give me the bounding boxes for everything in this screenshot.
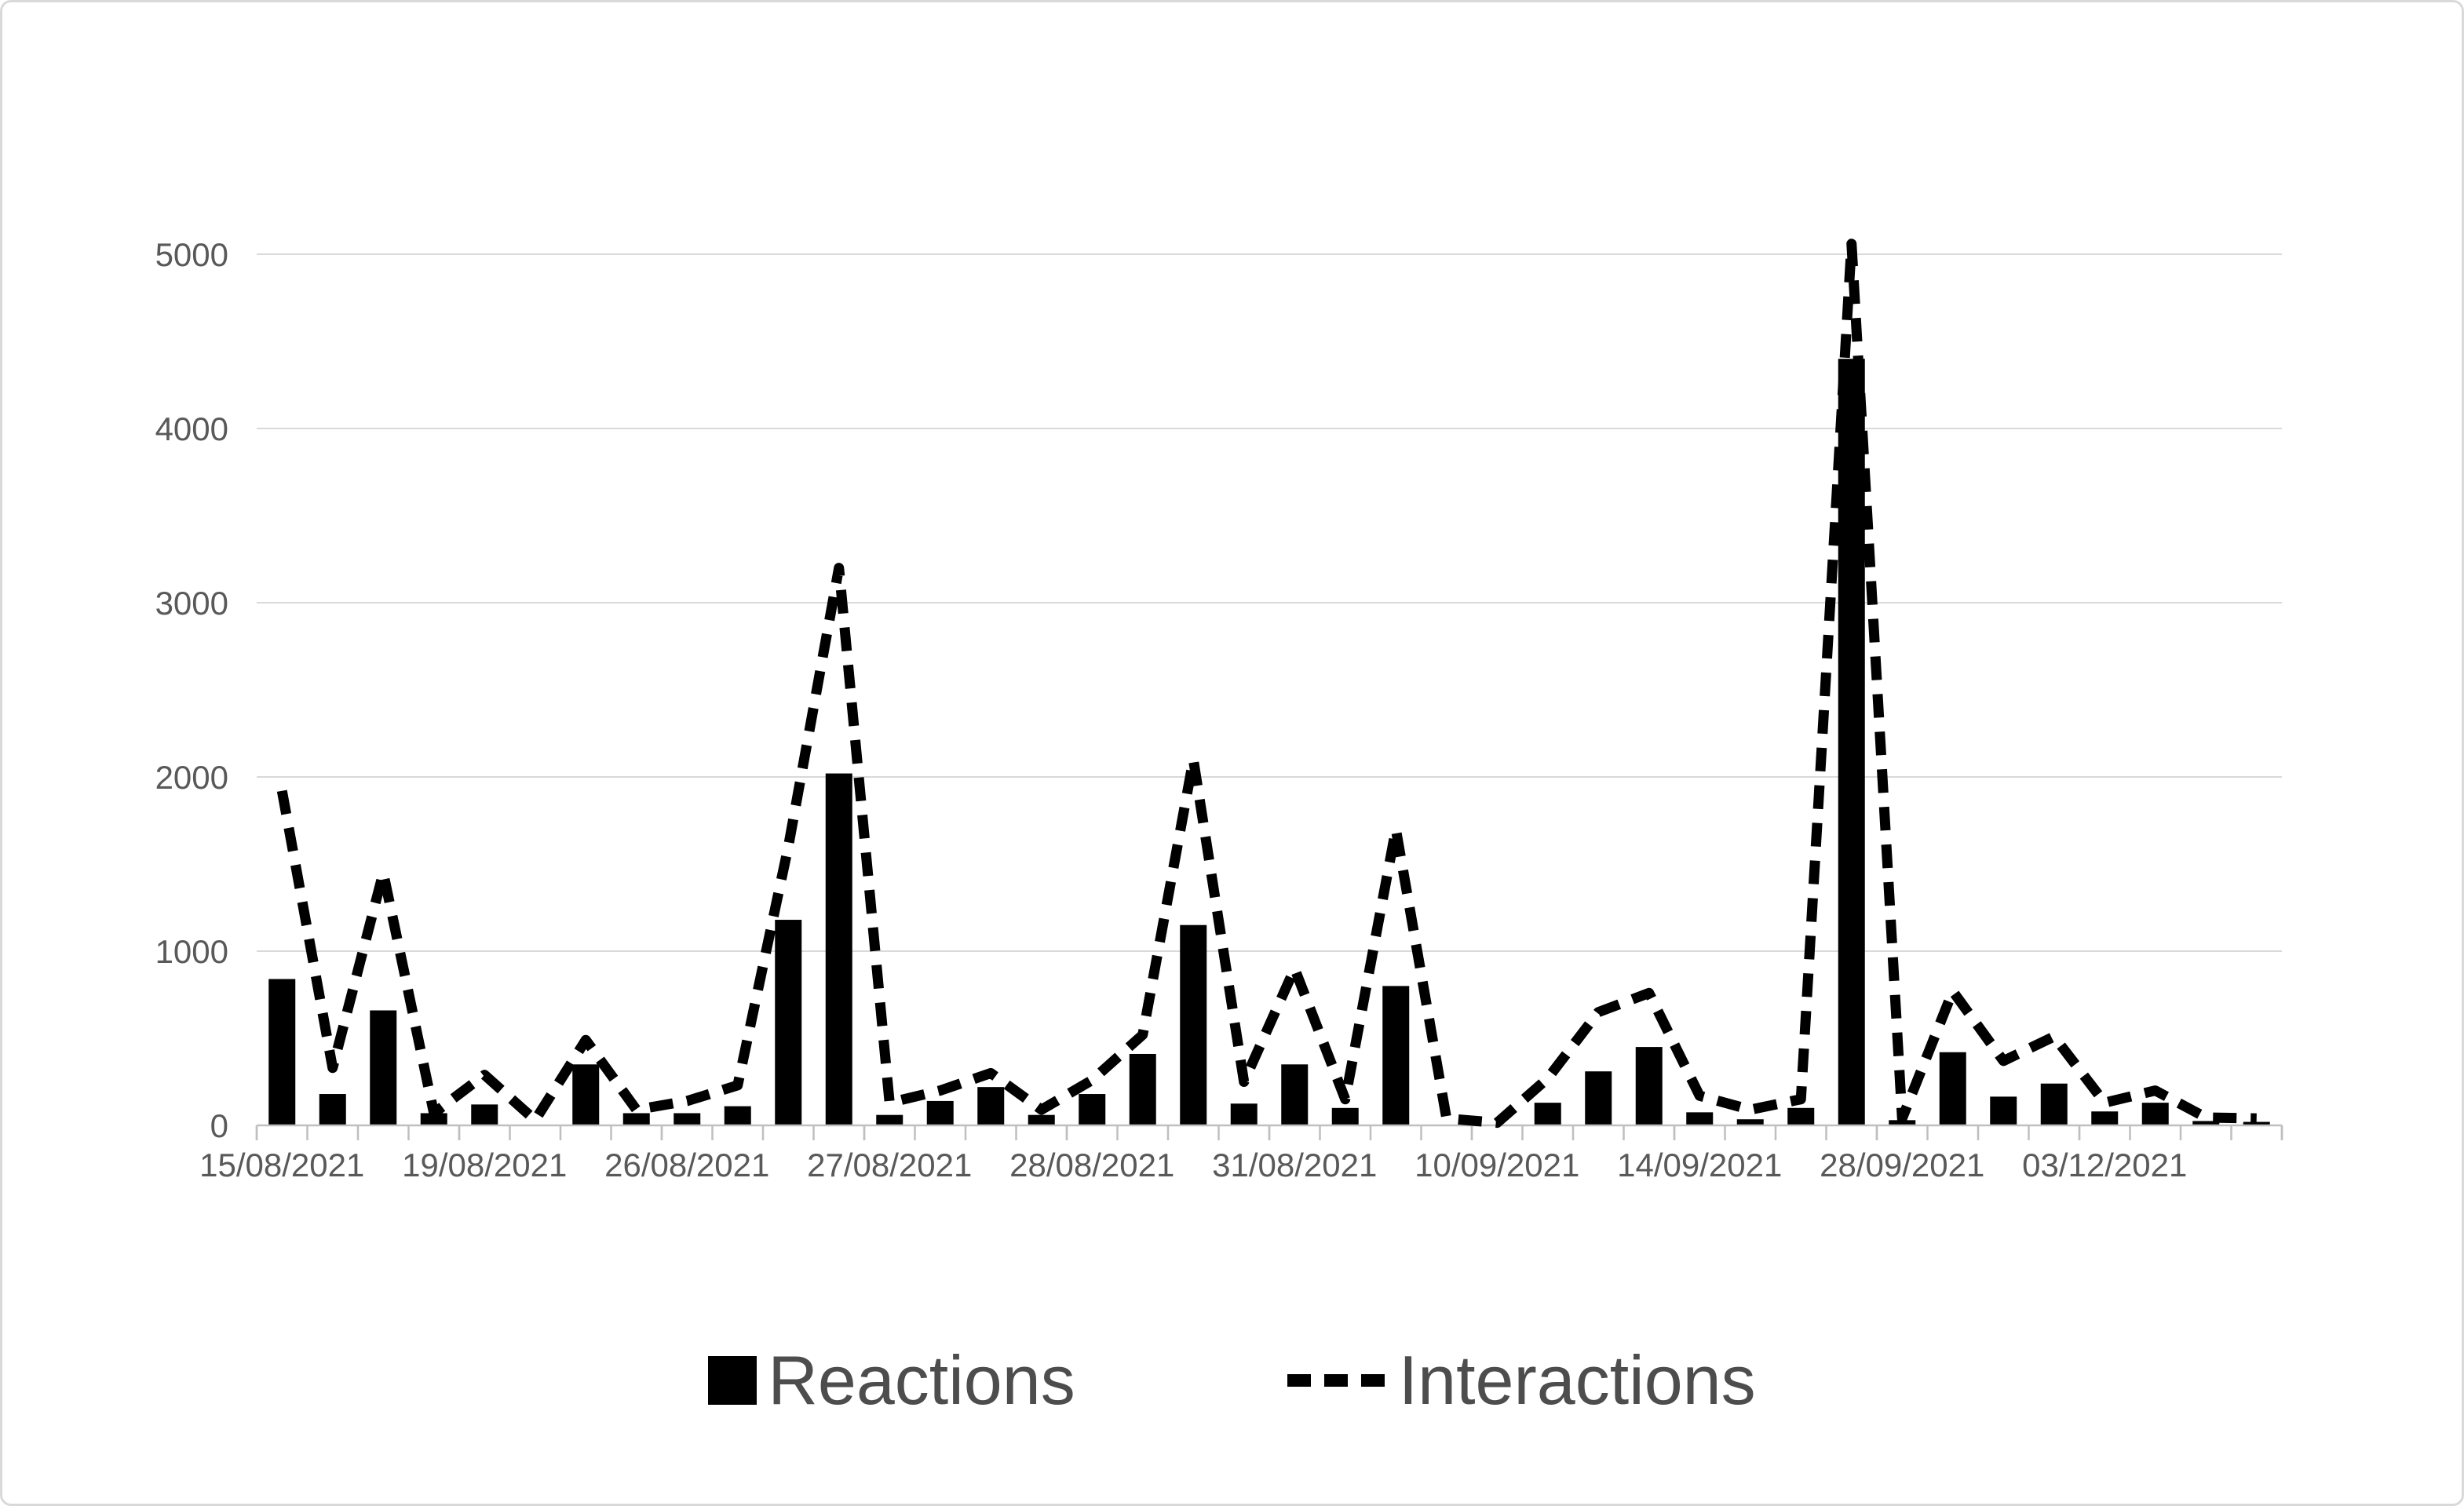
bar [1686, 1112, 1714, 1125]
bar [2040, 1083, 2068, 1125]
x-tick-label: 03/12/2021 [2022, 1147, 2187, 1183]
x-axis-labels: 15/08/2021 19/08/2021 26/08/2021 27/08/2021… [199, 1147, 2187, 1183]
bar [370, 1010, 397, 1125]
bar [2243, 1121, 2270, 1125]
bar [1331, 1107, 1359, 1125]
bar [1382, 986, 1410, 1125]
bar [1230, 1103, 1258, 1125]
y-tick-label: 4000 [155, 410, 228, 447]
bar [977, 1087, 1005, 1125]
bar [1585, 1071, 1612, 1125]
x-tick-label: 28/09/2021 [1820, 1147, 1984, 1183]
y-tick-label: 3000 [155, 585, 228, 622]
x-tick-label: 15/08/2021 [199, 1147, 364, 1183]
bar [1939, 1052, 1966, 1125]
y-tick-label: 0 [210, 1107, 228, 1144]
bar [775, 920, 802, 1125]
bar [420, 1113, 447, 1125]
bar [1180, 924, 1207, 1125]
bar [471, 1104, 498, 1125]
bar [1028, 1114, 1055, 1125]
bar [926, 1100, 954, 1125]
bar [2192, 1121, 2220, 1125]
bar [268, 979, 296, 1125]
x-tick-label: 26/08/2021 [604, 1147, 769, 1183]
bar [1736, 1119, 1764, 1125]
bar [876, 1114, 903, 1125]
x-tick-label: 27/08/2021 [807, 1147, 972, 1183]
x-tick-label: 10/09/2021 [1415, 1147, 1579, 1183]
interactions-line-path [276, 239, 2257, 1129]
bar [1534, 1103, 1561, 1125]
legend-item-reactions: Reactions [708, 1346, 1075, 1415]
x-tick-label: 19/08/2021 [402, 1147, 567, 1183]
bar [1990, 1096, 2017, 1125]
y-tick-label: 5000 [155, 236, 228, 273]
reactions-swatch-icon [708, 1356, 757, 1405]
bar [1079, 1094, 1106, 1125]
reactions-bars [268, 359, 2270, 1125]
bar [724, 1106, 751, 1125]
legend-label-reactions: Reactions [768, 1341, 1075, 1419]
x-tick-label: 14/09/2021 [1617, 1147, 1782, 1183]
x-tick-label: 28/08/2021 [1009, 1147, 1174, 1183]
legend-item-interactions: Interactions [1287, 1346, 1756, 1415]
gridlines [257, 253, 2282, 952]
y-tick-label: 2000 [155, 759, 228, 796]
chart-legend: Reactions Interactions [2, 1346, 2462, 1415]
interactions-swatch-icon [1287, 1374, 1388, 1387]
bar [572, 1064, 600, 1125]
bar [622, 1113, 650, 1125]
y-axis-labels: 0 1000 2000 3000 4000 5000 [155, 236, 228, 1144]
y-tick-label: 1000 [155, 933, 228, 970]
bar [673, 1113, 701, 1125]
bar [1281, 1064, 1309, 1125]
bar [1787, 1107, 1815, 1125]
bar [319, 1094, 346, 1125]
interactions-line [276, 239, 2257, 1129]
x-tick-label: 31/08/2021 [1212, 1147, 1377, 1183]
bar [2091, 1111, 2119, 1125]
bar [1129, 1053, 1156, 1125]
bar [825, 773, 852, 1125]
bar [2141, 1103, 2169, 1125]
legend-label-interactions: Interactions [1398, 1341, 1756, 1419]
x-axis [255, 1124, 2283, 1140]
bar [1838, 359, 1865, 1125]
bar [1635, 1047, 1663, 1125]
